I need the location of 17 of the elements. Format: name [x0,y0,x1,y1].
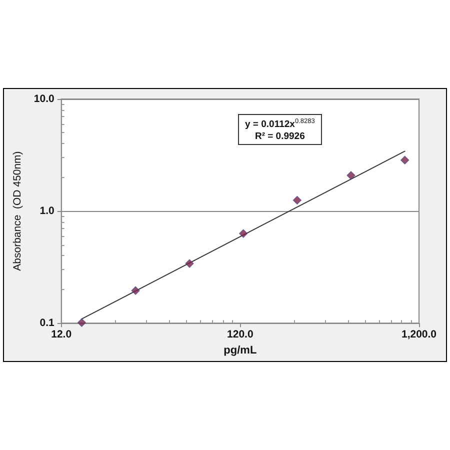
y-tick-label: 10.0 [34,93,54,105]
point [131,286,140,295]
annotation: R² = 0.9926 [254,131,306,144]
x-axis-title: pg/mL [224,344,257,356]
y-tick-label: 1.0 [40,205,54,218]
point [346,171,356,180]
y-axis-title: Absorbance (OD 450nm) [12,151,24,271]
annotation: y = 0.0112x$^{0.8283}$ [245,117,315,132]
point [400,156,410,164]
point [185,259,194,268]
y-tick-label: 0.1 [40,317,54,330]
point [239,229,248,238]
x-tick-label: 12.0 [51,328,72,341]
point [292,196,302,204]
x-tick-label: 120.0 [227,328,254,341]
point [77,318,86,327]
x-tick-label: 1,200.0 [401,328,437,341]
